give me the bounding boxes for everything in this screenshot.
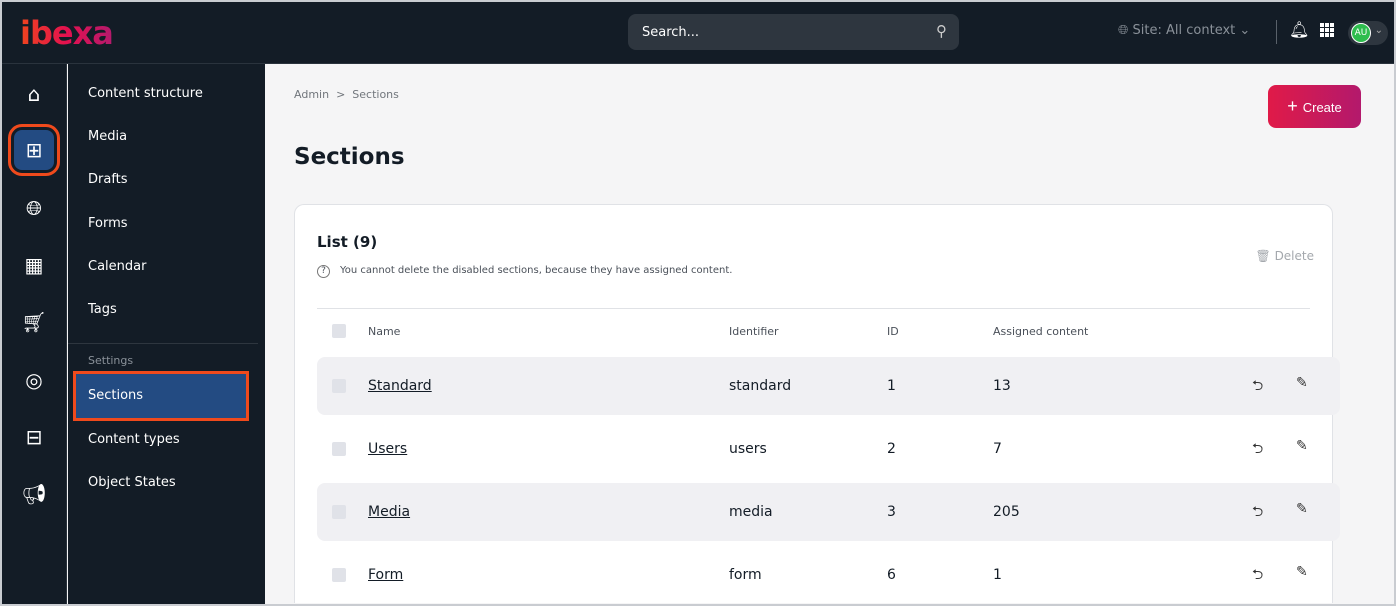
column-identifier: Identifier: [729, 325, 779, 338]
cart-icon[interactable]: 🛒︎: [21, 310, 47, 334]
divider: [68, 343, 258, 344]
section-name-link[interactable]: Form: [368, 567, 404, 583]
chevron-down-icon: ⌄: [1235, 23, 1251, 38]
select-all-checkbox[interactable]: [332, 324, 346, 338]
content-tree-icon[interactable]: ⊞: [8, 124, 60, 176]
info-note: ? You cannot delete the disabled sections…: [317, 265, 732, 278]
sub-sidebar: Content structure Media Drafts Forms Cal…: [68, 64, 265, 604]
assigned-content-count: 205: [993, 504, 1020, 520]
top-bar: ibexa Search... ⚲ 🌐︎ Site: All context ⌄ …: [2, 2, 1394, 64]
section-name-link[interactable]: Media: [368, 504, 411, 520]
breadcrumb: Admin > Sections: [294, 88, 399, 101]
assigned-content-count: 7: [993, 441, 1002, 457]
globe-icon[interactable]: 🌐︎: [26, 196, 42, 220]
table-row: Users users 2 7 ⮌ ✎: [317, 420, 1340, 478]
column-name: Name: [368, 325, 401, 338]
list-title: List (9): [317, 233, 378, 251]
user-menu[interactable]: AU ⌄: [1348, 21, 1388, 45]
catalog-icon[interactable]: ▦: [24, 253, 44, 277]
edit-icon[interactable]: ✎: [1296, 564, 1308, 580]
table-row: Form form 6 1 ⮌ ✎: [317, 546, 1340, 604]
trash-icon: 🗑︎: [1255, 249, 1275, 263]
nav-drafts[interactable]: Drafts: [88, 172, 128, 187]
divider: [317, 308, 1310, 309]
site-selector[interactable]: 🌐︎ Site: All context ⌄: [1118, 23, 1250, 38]
nav-sections[interactable]: Sections: [73, 371, 249, 421]
apps-grid-icon[interactable]: [1320, 23, 1334, 37]
assigned-content-count: 13: [993, 378, 1011, 394]
edit-icon[interactable]: ✎: [1296, 501, 1308, 517]
ibexa-logo[interactable]: ibexa: [20, 14, 114, 52]
bell-icon[interactable]: 🔔︎: [1289, 20, 1310, 39]
edit-icon[interactable]: ✎: [1296, 438, 1308, 454]
delete-label: Delete: [1274, 249, 1314, 263]
nav-tags[interactable]: Tags: [88, 302, 117, 317]
breadcrumb-separator: >: [336, 88, 346, 101]
globe-icon: 🌐︎: [1118, 23, 1133, 38]
edit-icon[interactable]: ✎: [1296, 375, 1308, 391]
breadcrumb-current: Sections: [352, 88, 399, 101]
nav-content-structure[interactable]: Content structure: [88, 86, 203, 101]
avatar: AU: [1351, 23, 1371, 43]
assigned-content-count: 1: [993, 567, 1002, 583]
nav-content-types[interactable]: Content types: [88, 432, 180, 447]
section-identifier: users: [729, 441, 767, 457]
search-input[interactable]: Search... ⚲: [628, 14, 959, 50]
breadcrumb-admin[interactable]: Admin: [294, 88, 330, 101]
section-id: 1: [887, 378, 896, 394]
create-label: Create: [1302, 100, 1342, 115]
table-row: Media media 3 205 ⮌ ✎: [317, 483, 1340, 541]
note-text: You cannot delete the disabled sections,…: [340, 265, 733, 276]
section-id: 2: [887, 441, 896, 457]
question-icon: ?: [317, 265, 330, 278]
section-name-link[interactable]: Standard: [368, 378, 432, 394]
sections-list-card: List (9) ? You cannot delete the disabled…: [294, 204, 1340, 603]
row-checkbox[interactable]: [332, 442, 346, 456]
column-id: ID: [887, 325, 899, 338]
row-checkbox[interactable]: [332, 568, 346, 582]
section-identifier: form: [729, 567, 762, 583]
nav-calendar[interactable]: Calendar: [88, 259, 147, 274]
page-title: Sections: [294, 144, 405, 170]
divider: [1276, 20, 1277, 44]
site-label: Site: All context: [1132, 23, 1236, 38]
section-identifier: media: [729, 504, 773, 520]
assign-content-icon[interactable]: ⮌: [1252, 504, 1264, 520]
section-name-link[interactable]: Users: [368, 441, 408, 457]
icon-rail: ⌂ ⊞ 🌐︎ ▦ 🛒︎ ◎ ⊟ 📢︎: [2, 64, 67, 604]
chevron-down-icon: ⌄: [1374, 25, 1383, 36]
search-icon[interactable]: ⚲: [936, 22, 947, 40]
nav-object-states[interactable]: Object States: [88, 475, 176, 490]
assign-content-icon[interactable]: ⮌: [1252, 378, 1264, 394]
nav-media[interactable]: Media: [88, 129, 128, 144]
row-checkbox[interactable]: [332, 379, 346, 393]
megaphone-icon[interactable]: 📢︎: [21, 482, 47, 506]
row-checkbox[interactable]: [332, 505, 346, 519]
target-icon[interactable]: ◎: [25, 368, 43, 392]
settings-header: Settings: [88, 354, 134, 367]
table-row: Standard standard 1 13 ⮌ ✎: [317, 357, 1340, 415]
create-button[interactable]: + Create: [1268, 85, 1361, 128]
assign-content-icon[interactable]: ⮌: [1252, 441, 1264, 457]
plus-icon: +: [1287, 96, 1303, 116]
section-id: 3: [887, 504, 896, 520]
nav-forms[interactable]: Forms: [88, 216, 128, 231]
delete-button[interactable]: 🗑︎ Delete: [1256, 249, 1315, 263]
admin-icon[interactable]: ⊟: [25, 425, 43, 449]
section-identifier: standard: [729, 378, 792, 394]
section-id: 6: [887, 567, 896, 583]
main-content: Admin > Sections + Create Sections List …: [265, 64, 1394, 604]
assign-content-icon[interactable]: ⮌: [1252, 567, 1264, 583]
search-placeholder: Search...: [642, 25, 700, 40]
home-icon[interactable]: ⌂: [27, 82, 41, 106]
column-assigned-content: Assigned content: [993, 325, 1089, 338]
